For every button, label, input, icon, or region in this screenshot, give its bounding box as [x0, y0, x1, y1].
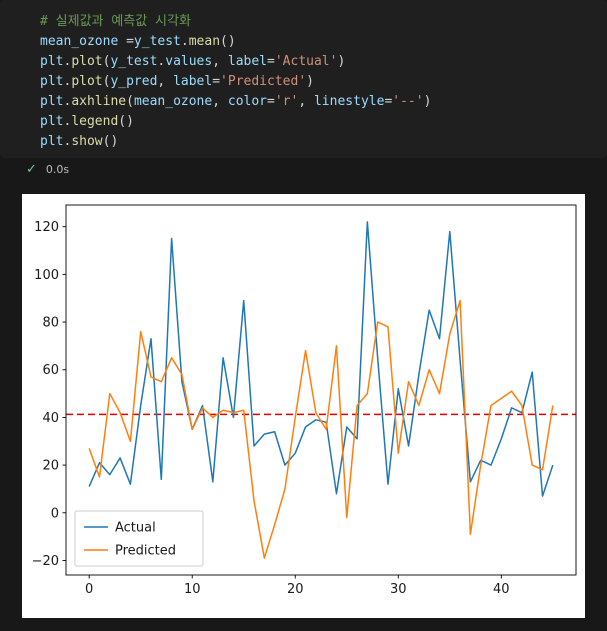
svg-text:80: 80 [42, 316, 59, 331]
code-token: ) [423, 94, 432, 109]
svg-text:60: 60 [42, 363, 59, 378]
code-line[interactable]: plt.plot(y_test.values, label='Actual') [40, 52, 599, 72]
svg-text:100: 100 [34, 268, 59, 283]
code-token: , [157, 74, 174, 89]
code-line[interactable]: plt.plot(y_pred, label='Predicted') [40, 72, 599, 92]
code-line[interactable]: # 실제값과 예측값 시각화 [40, 12, 599, 32]
svg-text:−20: −20 [32, 554, 59, 569]
svg-text:20: 20 [287, 582, 304, 597]
code-token: mean_ozone [133, 94, 213, 109]
code-token: . [180, 34, 189, 49]
plot-svg: −20 0 20 40 60 80 100 120 0 10 20 30 40 Actual Predict… [22, 194, 585, 618]
code-token: legend [71, 114, 119, 129]
svg-text:10: 10 [184, 582, 201, 597]
code-token: , [212, 54, 228, 69]
svg-text:20: 20 [42, 459, 59, 474]
code-token: mean [188, 34, 221, 49]
code-token: ( [126, 94, 134, 109]
code-token: plt [40, 134, 64, 149]
code-line[interactable]: plt.show() [40, 132, 599, 152]
svg-text:40: 40 [42, 411, 59, 426]
code-token: color [227, 94, 268, 109]
code-editor[interactable]: # 실제값과 예측값 시각화 mean_ozone =y_test.mean() p… [40, 12, 599, 152]
svg-text:30: 30 [390, 582, 407, 597]
svg-text:120: 120 [34, 220, 59, 235]
code-token: = [126, 34, 134, 49]
code-token: axhline [71, 94, 127, 109]
axes-frame [65, 204, 577, 576]
code-token: y_test [133, 34, 181, 49]
code-line[interactable]: plt.legend() [40, 112, 599, 132]
code-token: . [63, 74, 72, 89]
code-token: linestyle [313, 94, 385, 109]
code-token: plt [40, 94, 64, 109]
code-cell[interactable]: # 실제값과 예측값 시각화 mean_ozone =y_test.mean() p… [0, 0, 607, 158]
code-token: , [212, 94, 228, 109]
code-token: plt [40, 74, 64, 89]
code-token: . [157, 54, 166, 69]
success-check-icon: ✓ [26, 162, 37, 177]
code-token: = [267, 54, 275, 69]
code-token: 'Actual' [274, 54, 338, 69]
svg-text:0: 0 [85, 582, 93, 597]
chart-legend: Actual Predicted [74, 510, 204, 567]
code-token: plot [71, 74, 103, 89]
code-token: show [71, 134, 103, 149]
cell-status-bar: ✓ 0.0s [0, 158, 607, 181]
series-line-predicted [88, 299, 554, 559]
code-token: ) [337, 54, 346, 69]
code-token: . [63, 134, 72, 149]
code-token: = [267, 94, 275, 109]
code-token: ( [102, 74, 111, 89]
code-token: y_pred [110, 74, 158, 89]
svg-text:40: 40 [493, 582, 510, 597]
code-token: 'Predicted' [220, 74, 307, 89]
code-token: () [102, 134, 119, 149]
code-token: () [118, 114, 134, 129]
plot-output: −20 0 20 40 60 80 100 120 0 10 20 30 40 Actual Predict… [22, 194, 585, 618]
code-token: , [298, 94, 314, 109]
legend-label-actual: Actual [115, 521, 156, 536]
code-token: . [63, 54, 72, 69]
axis-ticks: −20 0 20 40 60 80 100 120 0 10 20 30 40 [32, 220, 510, 597]
code-token: # 실제값과 예측값 시각화 [40, 14, 191, 29]
code-token: = [384, 94, 393, 109]
code-token: values [165, 54, 213, 69]
code-token: . [63, 114, 72, 129]
code-token: ) [306, 74, 314, 89]
code-token: y_test [110, 54, 158, 69]
legend-label-predicted: Predicted [115, 544, 176, 559]
code-token: label [227, 54, 268, 69]
code-token: . [63, 94, 72, 109]
code-token: = [212, 74, 221, 89]
code-token: plt [40, 54, 64, 69]
code-token: plt [40, 114, 64, 129]
code-line[interactable]: mean_ozone =y_test.mean() [40, 32, 599, 52]
code-token: '--' [392, 94, 424, 109]
code-token: mean_ozone [40, 34, 127, 49]
code-line[interactable]: plt.axhline(mean_ozone, color='r', lines… [40, 92, 599, 112]
execution-time: 0.0s [45, 163, 70, 176]
code-token: ( [102, 54, 111, 69]
svg-text:0: 0 [51, 506, 59, 521]
code-token: 'r' [274, 94, 299, 109]
code-token: plot [71, 54, 103, 69]
code-token: () [220, 34, 236, 49]
code-token: label [173, 74, 213, 89]
